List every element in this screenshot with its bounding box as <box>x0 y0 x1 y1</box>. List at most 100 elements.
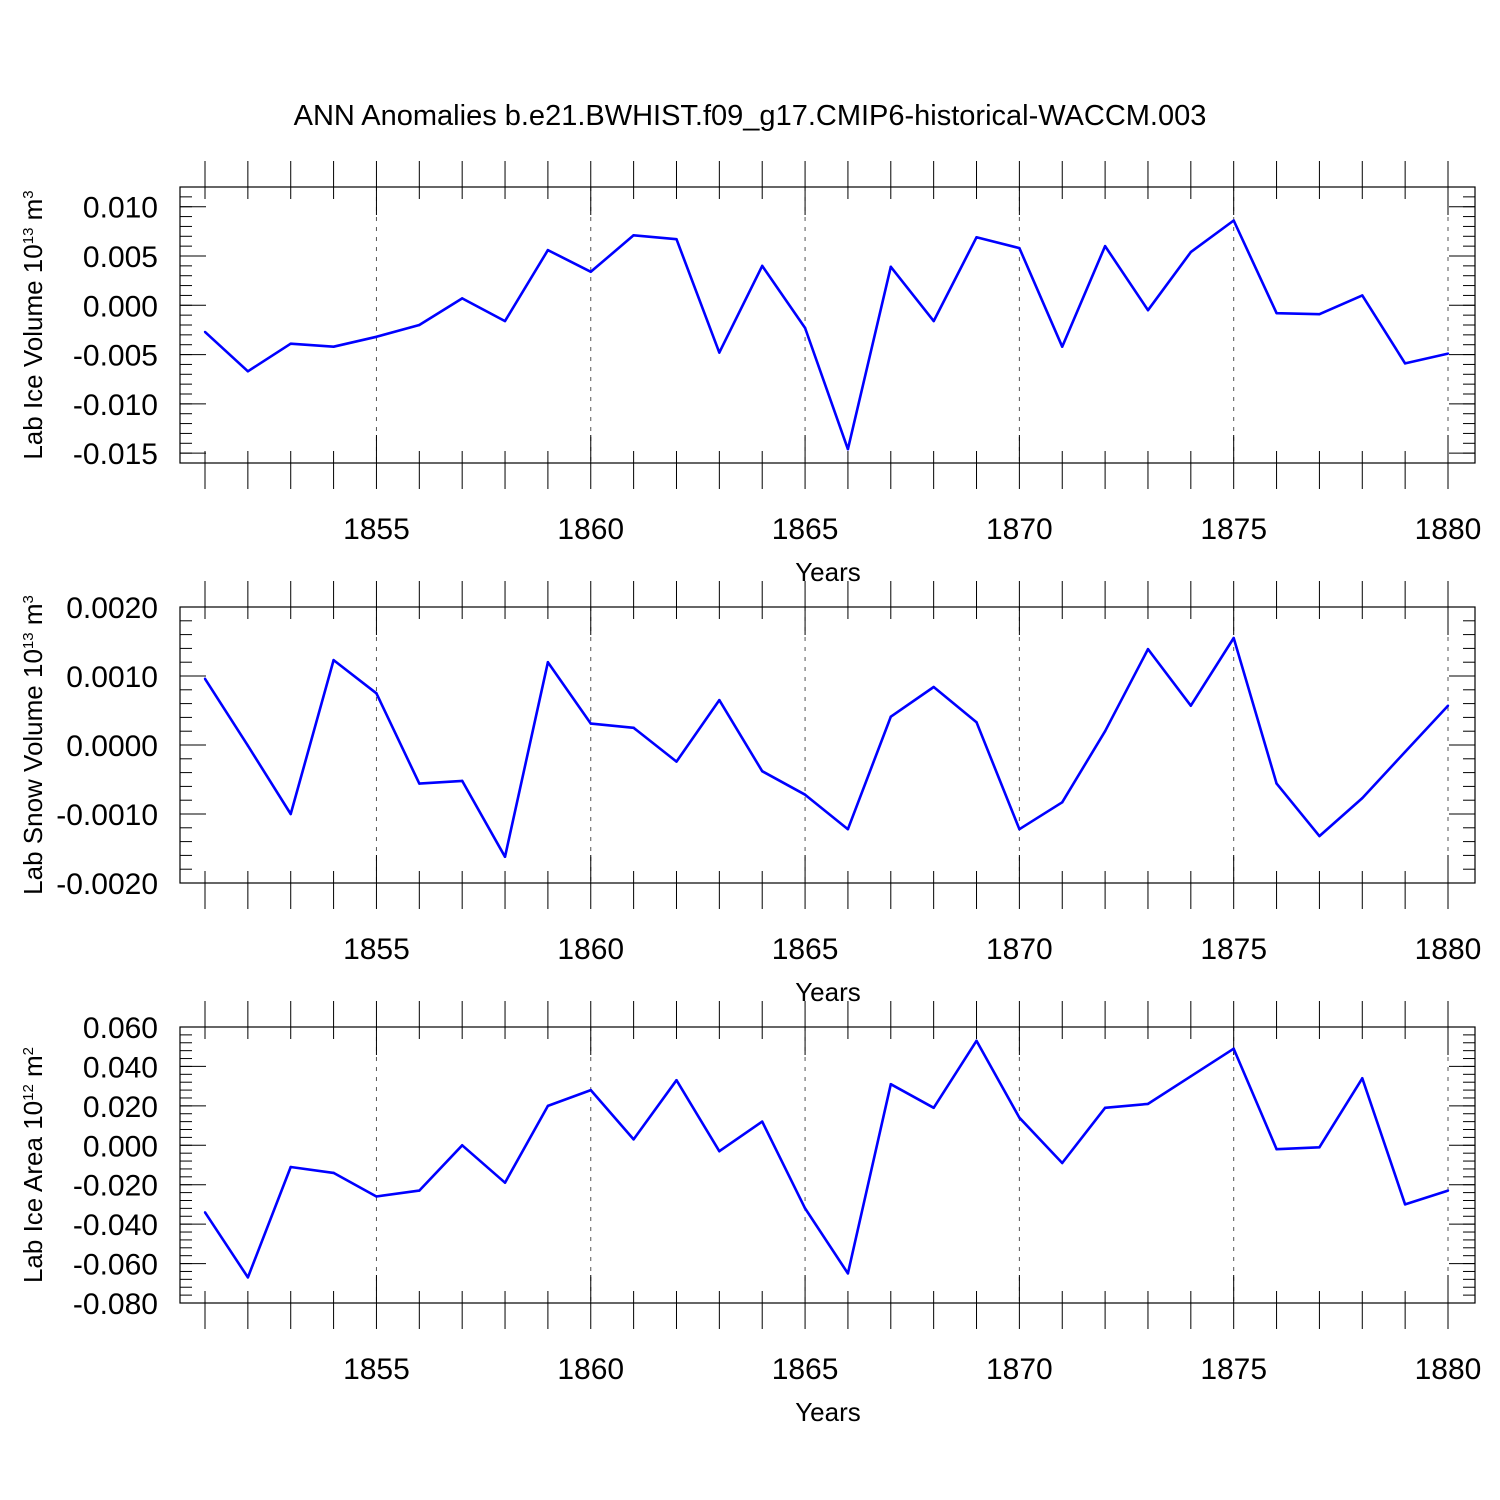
data-point <box>1275 1148 1278 1151</box>
data-point <box>1361 294 1364 297</box>
data-point <box>632 234 635 237</box>
y-tick-label: 0.005 <box>83 241 158 274</box>
y-axis-label-superscript: 3 <box>20 595 37 603</box>
y-tick-label: -0.040 <box>73 1209 158 1242</box>
data-point <box>546 248 550 252</box>
data-point <box>1275 782 1278 785</box>
data-point <box>203 677 207 680</box>
data-point <box>1018 246 1021 250</box>
data-point <box>846 1272 850 1275</box>
y-axis-label-part: m <box>18 199 48 228</box>
data-point <box>803 793 807 796</box>
x-axis-label: Years <box>795 977 861 1007</box>
data-point <box>803 1207 807 1210</box>
data-line-snow-volume <box>203 636 1449 859</box>
data-point <box>1361 796 1364 800</box>
y-axis-label: Lab Ice Area 1012 m2 <box>18 1047 48 1283</box>
y-tick-label: -0.005 <box>73 340 158 373</box>
y-axis-label-superscript: 12 <box>20 1084 37 1101</box>
y-tick-label: 0.000 <box>83 290 158 323</box>
y-axis-label: Lab Ice Volume 1013 m3 <box>18 190 48 459</box>
x-tick-label: 1865 <box>772 933 839 966</box>
data-point <box>1232 219 1235 222</box>
data-point <box>761 264 764 268</box>
data-point <box>1318 834 1321 838</box>
data-point <box>1018 827 1021 831</box>
y-tick-label: -0.0020 <box>56 868 158 901</box>
y-tick-label: 0.0010 <box>66 661 158 694</box>
y-axis-label-superscript: 2 <box>20 1047 37 1055</box>
data-point <box>375 1195 378 1198</box>
data-point <box>932 319 935 323</box>
y-tick-label: -0.020 <box>73 1170 158 1203</box>
y-tick-label: 0.060 <box>83 1012 158 1045</box>
data-point <box>675 238 678 241</box>
y-axis-label-part: m <box>18 1055 48 1084</box>
data-point <box>932 685 935 689</box>
panel-snow-volume: 0.0020 0.0010 0.0000 -0.0010 -0.0020 1855 1860… <box>18 581 1481 1007</box>
data-point <box>1446 352 1450 355</box>
data-point <box>1189 1075 1193 1078</box>
y-tick-label: -0.080 <box>73 1288 158 1321</box>
y-tick-label: 0.020 <box>83 1091 158 1124</box>
x-tick-label: 1880 <box>1415 513 1482 546</box>
data-point <box>932 1106 935 1110</box>
data-point <box>503 1181 507 1184</box>
data-point <box>889 1082 892 1086</box>
data-point <box>1146 647 1150 651</box>
y-tick-label: 0.040 <box>83 1051 158 1084</box>
data-point <box>332 1171 335 1175</box>
data-line-ice-area <box>203 1039 1449 1279</box>
x-axis-label: Years <box>795 1397 861 1427</box>
data-point <box>1403 362 1407 365</box>
y-axis-label-part: m <box>18 604 48 633</box>
x-tick-label: 1860 <box>557 933 624 966</box>
panel-ice-area: 0.060 0.040 0.020 0.000 -0.020 -0.040 -0.060 -0… <box>18 1001 1481 1427</box>
x-tick-label: 1880 <box>1415 1353 1482 1386</box>
x-tick-label: 1860 <box>557 1353 624 1386</box>
x-tick-label: 1875 <box>1200 933 1267 966</box>
data-point <box>761 1120 764 1123</box>
data-point <box>289 1165 292 1169</box>
data-point <box>1318 312 1321 316</box>
y-axis-label-superscript: 3 <box>20 190 37 198</box>
x-tick-label: 1855 <box>343 513 410 546</box>
data-point <box>632 726 635 729</box>
data-point <box>632 1138 635 1141</box>
y-tick-label: -0.010 <box>73 389 158 422</box>
data-point <box>1146 309 1150 312</box>
x-tick-label: 1865 <box>772 513 839 546</box>
y-tick-label: 0.0020 <box>66 592 158 625</box>
data-point <box>1318 1146 1321 1149</box>
data-point <box>460 779 464 783</box>
panel-ice-volume: 0.010 0.005 0.000 -0.005 -0.010 -0.015 1855 186… <box>18 161 1481 587</box>
x-tick-label: 1875 <box>1200 1353 1267 1386</box>
data-point <box>975 1039 978 1043</box>
data-point <box>975 721 978 724</box>
data-point <box>1146 1102 1150 1106</box>
data-point <box>1061 801 1064 804</box>
panels: 0.010 0.005 0.000 -0.005 -0.010 -0.015 1855 186… <box>18 161 1481 1427</box>
plot-frame <box>179 1026 1476 1304</box>
data-point <box>1275 311 1278 315</box>
data-point <box>375 335 378 339</box>
data-point <box>889 265 892 269</box>
data-point <box>675 1079 678 1082</box>
data-point <box>675 760 678 763</box>
data-point <box>418 323 421 327</box>
data-point <box>332 345 335 348</box>
data-point <box>203 330 207 334</box>
data-point <box>246 744 250 747</box>
data-point <box>332 658 335 662</box>
x-tick-label: 1870 <box>986 513 1053 546</box>
data-point <box>589 722 592 725</box>
data-point <box>203 1211 207 1214</box>
data-point <box>503 855 507 858</box>
data-point <box>589 1088 592 1092</box>
data-point <box>889 715 892 718</box>
y-axis-label-part: Lab Ice Area 10 <box>18 1101 48 1283</box>
x-tick-label: 1870 <box>986 933 1053 966</box>
plot-frame <box>179 606 1476 884</box>
data-point <box>803 326 807 330</box>
